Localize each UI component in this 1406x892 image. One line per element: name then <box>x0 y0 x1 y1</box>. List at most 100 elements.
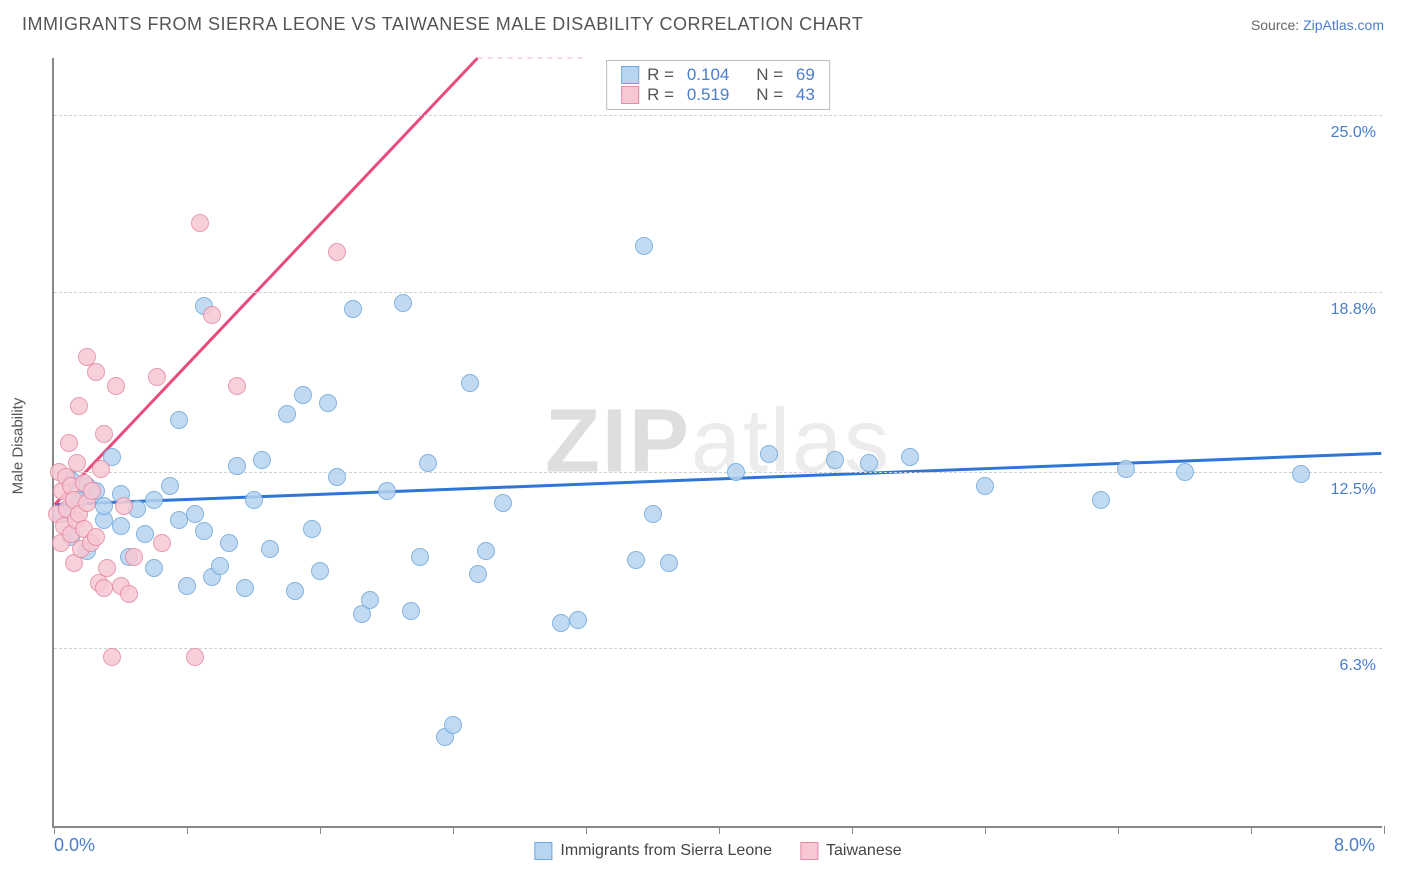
chart-title: IMMIGRANTS FROM SIERRA LEONE VS TAIWANES… <box>22 14 863 35</box>
data-point <box>95 425 113 443</box>
data-point <box>976 477 994 495</box>
legend-series-item: Taiwanese <box>800 842 902 860</box>
data-point <box>361 591 379 609</box>
x-tick-label: 8.0% <box>1334 835 1375 856</box>
data-point <box>760 445 778 463</box>
trend-lines <box>54 58 1382 826</box>
data-point <box>727 463 745 481</box>
data-point <box>344 300 362 318</box>
data-point <box>245 491 263 509</box>
data-point <box>170 511 188 529</box>
x-tick <box>187 826 188 834</box>
data-point <box>228 377 246 395</box>
data-point <box>92 460 110 478</box>
data-point <box>477 542 495 560</box>
data-point <box>1092 491 1110 509</box>
data-point <box>70 397 88 415</box>
data-point <box>186 648 204 666</box>
data-point <box>211 557 229 575</box>
source-attribution: Source: ZipAtlas.com <box>1251 17 1384 33</box>
data-point <box>153 534 171 552</box>
data-point <box>95 497 113 515</box>
y-tick-label: 18.8% <box>1331 301 1376 319</box>
data-point <box>186 505 204 523</box>
data-point <box>178 577 196 595</box>
legend-stat-row: R = 0.519 N = 43 <box>621 85 815 105</box>
data-point <box>286 582 304 600</box>
data-point <box>644 505 662 523</box>
data-point <box>1117 460 1135 478</box>
data-point <box>411 548 429 566</box>
data-point <box>1292 465 1310 483</box>
gridline <box>54 292 1382 293</box>
legend-stat-row: R = 0.104 N = 69 <box>621 65 815 85</box>
watermark: ZIPatlas <box>545 391 891 494</box>
data-point <box>107 377 125 395</box>
gridline <box>54 648 1382 649</box>
x-tick <box>985 826 986 834</box>
data-point <box>261 540 279 558</box>
data-point <box>228 457 246 475</box>
x-tick <box>1251 826 1252 834</box>
data-point <box>203 306 221 324</box>
x-tick-label: 0.0% <box>54 835 95 856</box>
data-point <box>236 579 254 597</box>
data-point <box>220 534 238 552</box>
legend-swatch <box>621 86 639 104</box>
data-point <box>87 528 105 546</box>
data-point <box>98 559 116 577</box>
data-point <box>145 559 163 577</box>
data-point <box>552 614 570 632</box>
data-point <box>95 579 113 597</box>
data-point <box>394 294 412 312</box>
data-point <box>161 477 179 495</box>
data-point <box>136 525 154 543</box>
y-tick-label: 6.3% <box>1340 657 1376 675</box>
data-point <box>860 454 878 472</box>
x-tick <box>320 826 321 834</box>
data-point <box>170 411 188 429</box>
legend-swatch <box>800 842 818 860</box>
legend-swatch <box>621 66 639 84</box>
x-tick <box>1384 826 1385 834</box>
legend-stats: R = 0.104 N = 69R = 0.519 N = 43 <box>606 60 830 110</box>
y-axis-label: Male Disability <box>10 398 27 495</box>
x-tick <box>54 826 55 834</box>
legend-series: Immigrants from Sierra Leone Taiwanese <box>534 842 901 860</box>
data-point <box>328 243 346 261</box>
x-tick <box>453 826 454 834</box>
data-point <box>311 562 329 580</box>
data-point <box>494 494 512 512</box>
data-point <box>253 451 271 469</box>
data-point <box>627 551 645 569</box>
data-point <box>112 517 130 535</box>
data-point <box>115 497 133 515</box>
data-point <box>469 565 487 583</box>
data-point <box>901 448 919 466</box>
data-point <box>68 454 86 472</box>
data-point <box>826 451 844 469</box>
data-point <box>120 585 138 603</box>
data-point <box>60 434 78 452</box>
x-tick <box>1118 826 1119 834</box>
data-point <box>303 520 321 538</box>
data-point <box>444 716 462 734</box>
data-point <box>1176 463 1194 481</box>
data-point <box>461 374 479 392</box>
x-tick <box>719 826 720 834</box>
data-point <box>635 237 653 255</box>
legend-series-item: Immigrants from Sierra Leone <box>534 842 772 860</box>
data-point <box>402 602 420 620</box>
data-point <box>378 482 396 500</box>
data-point <box>278 405 296 423</box>
data-point <box>660 554 678 572</box>
legend-swatch <box>534 842 552 860</box>
y-tick-label: 12.5% <box>1331 481 1376 499</box>
data-point <box>148 368 166 386</box>
data-point <box>328 468 346 486</box>
data-point <box>419 454 437 472</box>
data-point <box>294 386 312 404</box>
data-point <box>83 482 101 500</box>
data-point <box>145 491 163 509</box>
data-point <box>87 363 105 381</box>
